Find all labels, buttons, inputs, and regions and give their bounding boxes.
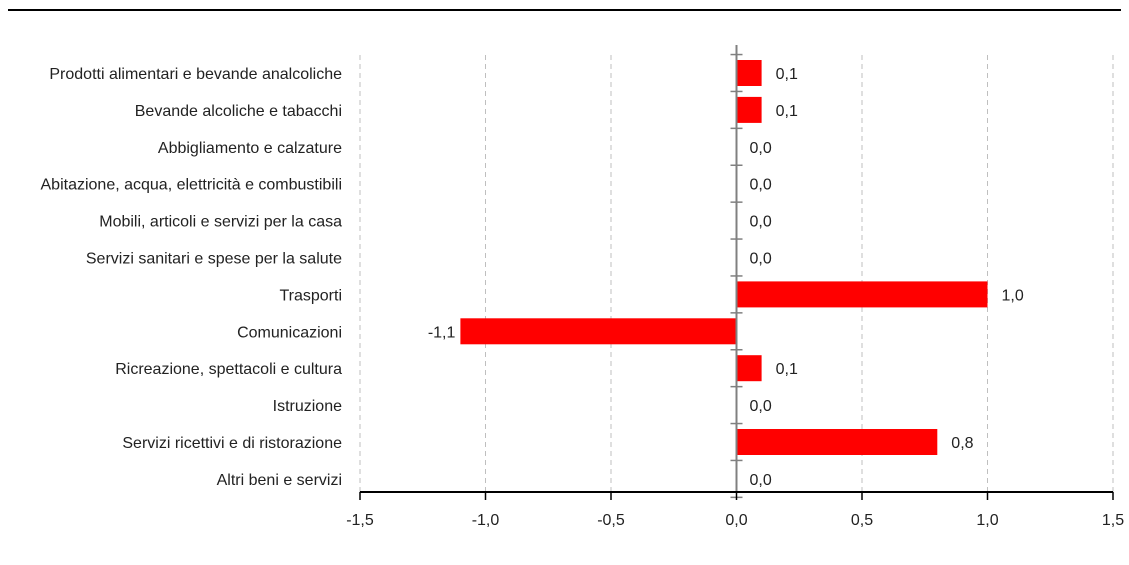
- labels: -1,5 -1,0 -0,5 0,0 0,5 1,0 1,5 Prodotti aliment…: [41, 66, 1125, 529]
- gridlines: [359, 55, 1114, 492]
- data-label: 0,1: [776, 103, 798, 120]
- x-tick-label: 1,5: [1102, 512, 1124, 529]
- data-label: 0,8: [951, 435, 973, 452]
- bar: [736, 281, 988, 308]
- x-tick-label: 1,0: [976, 512, 998, 529]
- bar: [736, 96, 762, 123]
- axes: [359, 45, 1114, 500]
- bars: [460, 60, 988, 455]
- category-label: Abitazione, acqua, elettricità e combust…: [41, 177, 343, 194]
- category-label: Servizi ricettivi e di ristorazione: [122, 435, 342, 452]
- bar: [736, 429, 938, 455]
- data-label: 0,0: [750, 140, 772, 157]
- x-tick-label: 0,0: [725, 512, 747, 529]
- category-label: Servizi sanitari e spese per la salute: [86, 251, 342, 268]
- bar: [460, 318, 737, 345]
- data-label: 0,0: [750, 214, 772, 231]
- category-label: Abbigliamento e calzature: [158, 140, 342, 157]
- data-label: 0,0: [750, 472, 772, 489]
- category-label: Trasporti: [279, 287, 342, 304]
- category-label: Prodotti alimentari e bevande analcolich…: [49, 66, 342, 83]
- data-label: 0,0: [750, 398, 772, 415]
- x-tick-label: -1,5: [346, 512, 374, 529]
- bar: [736, 60, 762, 86]
- data-label: 0,0: [750, 251, 772, 268]
- data-label: 1,0: [1002, 287, 1024, 304]
- category-label: Altri beni e servizi: [217, 472, 342, 489]
- x-tick-label: -0,5: [597, 512, 625, 529]
- category-label: Bevande alcoliche e tabacchi: [135, 103, 342, 120]
- data-label: -1,1: [428, 324, 456, 341]
- category-label: Ricreazione, spettacoli e cultura: [115, 361, 342, 378]
- data-label: 0,1: [776, 66, 798, 83]
- bar: [736, 355, 762, 382]
- x-tick-label: -1,0: [472, 512, 500, 529]
- category-label: Istruzione: [273, 398, 342, 415]
- category-label: Mobili, articoli e servizi per la casa: [99, 214, 342, 231]
- x-tick-label: 0,5: [851, 512, 873, 529]
- data-label: 0,0: [750, 177, 772, 194]
- data-label: 0,1: [776, 361, 798, 378]
- category-label: Comunicazioni: [237, 324, 342, 341]
